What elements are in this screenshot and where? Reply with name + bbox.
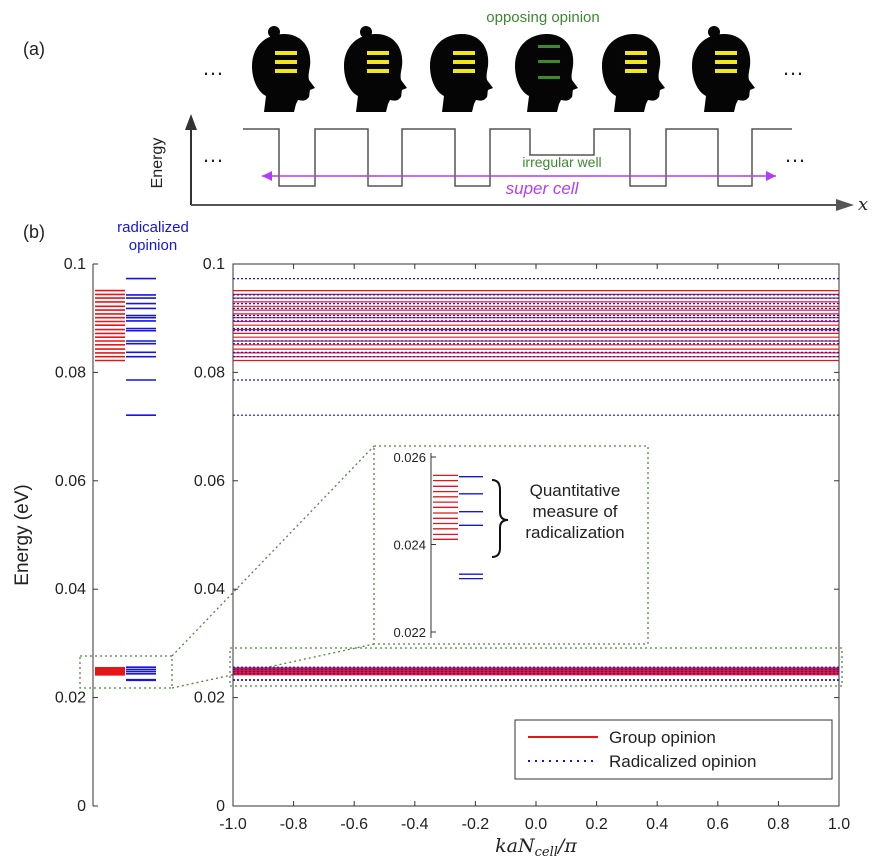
y-axis-title: Energy (eV) bbox=[12, 484, 33, 585]
left-ytick-label-5: 0.1 bbox=[64, 256, 86, 273]
head-6-opinion-bars bbox=[715, 51, 737, 73]
inset-level-bars bbox=[433, 474, 483, 580]
main-xtick-label-5: 0.0 bbox=[525, 816, 547, 833]
x-axis-arrow bbox=[836, 199, 854, 211]
inset-annotation-line2: measure of bbox=[532, 502, 617, 521]
potential-diagram: x Energy … … irregular well super cell bbox=[149, 114, 868, 215]
head-2-opinion-bars bbox=[367, 51, 389, 73]
main-x-ticks: -1.0 -0.8 -0.6 -0.4 -0.2 0.0 0.2 0.4 0.6 0.8 1.0 bbox=[219, 264, 850, 833]
ellipsis-right-top: … bbox=[782, 55, 804, 80]
energy-axis-arrow bbox=[185, 114, 197, 130]
zoom-connector-top bbox=[171, 445, 375, 657]
head-5-opinion-bars bbox=[625, 51, 647, 73]
heads-row: … … opposing opinion bbox=[202, 9, 804, 112]
legend: Group opinion Radicalized opinion bbox=[514, 719, 833, 780]
zoom-main-box bbox=[229, 647, 843, 687]
supercell-arrow-head-left bbox=[262, 171, 272, 181]
main-xtick-label-1: -0.8 bbox=[280, 816, 308, 833]
main-xtick-label-8: 0.6 bbox=[707, 816, 729, 833]
opposing-opinion-label: opposing opinion bbox=[486, 9, 599, 26]
irregular-well-label: irregular well bbox=[522, 154, 601, 170]
x-axis-title-base: kaN bbox=[495, 835, 536, 857]
main-level-lines bbox=[233, 278, 839, 681]
main-xtick-label-0: -1.0 bbox=[219, 816, 247, 833]
head-4-opinion-bars bbox=[538, 45, 560, 79]
x-axis-title-sub: cell bbox=[535, 845, 558, 860]
main-plot: 0 0.02 0.04 0.06 0.08 0.1 -1.0 -0.8 -0.6 -0.4 -0.… bbox=[194, 256, 850, 860]
main-xtick-label-4: -0.2 bbox=[462, 816, 490, 833]
main-ytick-label-2: 0.04 bbox=[194, 581, 225, 598]
main-xtick-label-10: 1.0 bbox=[828, 816, 850, 833]
legend-label-radicalized: Radicalized opinion bbox=[609, 752, 756, 771]
left-y-ticks: 0 0.02 0.04 0.06 0.08 0.1 bbox=[55, 256, 98, 815]
left-ytick-label-4: 0.08 bbox=[55, 364, 86, 381]
main-xtick-label-7: 0.4 bbox=[646, 816, 668, 833]
inset-box bbox=[373, 445, 649, 645]
zoom-guides bbox=[79, 445, 843, 689]
ellipsis-left-bottom: … bbox=[202, 142, 224, 167]
head-3 bbox=[430, 34, 493, 112]
energy-axis-label: Energy bbox=[149, 138, 166, 189]
x-axis-title-tail: /π bbox=[556, 835, 577, 857]
main-ytick-label-5: 0.1 bbox=[203, 256, 225, 273]
panel-a-label: (a) bbox=[23, 39, 45, 59]
inset-annotation-line3: radicalization bbox=[525, 523, 624, 542]
supercell-arrow-head-right bbox=[766, 171, 776, 181]
left-ytick-label-2: 0.04 bbox=[55, 581, 86, 598]
head-5 bbox=[602, 34, 665, 112]
left-ytick-label-1: 0.02 bbox=[55, 690, 86, 707]
inset-annotation-line1: Quantitative bbox=[530, 481, 621, 500]
radicalized-label-line2: opinion bbox=[129, 237, 177, 254]
ellipsis-left-top: … bbox=[202, 55, 224, 80]
inset-ytick-label-2: 0.022 bbox=[393, 625, 426, 640]
inset-y-ticks: 0.026 0.024 0.022 bbox=[393, 450, 436, 640]
main-ytick-label-0: 0 bbox=[216, 798, 225, 815]
main-xtick-label-9: 0.8 bbox=[767, 816, 789, 833]
head-1-opinion-bars bbox=[275, 51, 297, 73]
head-4-opposing bbox=[515, 34, 578, 112]
main-ytick-label-4: 0.08 bbox=[194, 364, 225, 381]
inset-ytick-label-0: 0.026 bbox=[393, 450, 426, 465]
main-y-ticks: 0 0.02 0.04 0.06 0.08 0.1 bbox=[194, 256, 839, 815]
left-ytick-label-0: 0 bbox=[77, 798, 86, 815]
potential-profile bbox=[243, 128, 792, 187]
inset-ytick-label-1: 0.024 bbox=[393, 538, 426, 553]
zoom-source-box bbox=[79, 655, 173, 689]
left-level-bars bbox=[95, 277, 156, 682]
panel-b-label: (b) bbox=[23, 222, 45, 242]
head-6 bbox=[692, 26, 755, 112]
inset-brace bbox=[491, 479, 509, 558]
main-xtick-label-2: -0.6 bbox=[340, 816, 368, 833]
radicalized-label-line1: radicalized bbox=[117, 219, 189, 236]
main-xtick-label-6: 0.2 bbox=[585, 816, 607, 833]
main-ytick-label-1: 0.02 bbox=[194, 690, 225, 707]
zoom-connector-bottom bbox=[171, 643, 375, 689]
main-xtick-label-3: -0.4 bbox=[401, 816, 429, 833]
head-1 bbox=[252, 26, 315, 112]
x-axis-title: kaNcell/π bbox=[495, 835, 577, 860]
ellipsis-right-bottom: … bbox=[784, 142, 806, 167]
left-level-column: 0 0.02 0.04 0.06 0.08 0.1 Energy (eV) bbox=[12, 256, 156, 815]
x-axis-label: x bbox=[858, 194, 868, 215]
supercell-label: super cell bbox=[506, 179, 580, 198]
left-ytick-label-3: 0.06 bbox=[55, 473, 86, 490]
head-3-opinion-bars bbox=[453, 51, 475, 73]
head-2 bbox=[344, 26, 407, 112]
main-ytick-label-3: 0.06 bbox=[194, 473, 225, 490]
legend-label-group: Group opinion bbox=[609, 728, 716, 747]
legend-box bbox=[514, 719, 833, 780]
